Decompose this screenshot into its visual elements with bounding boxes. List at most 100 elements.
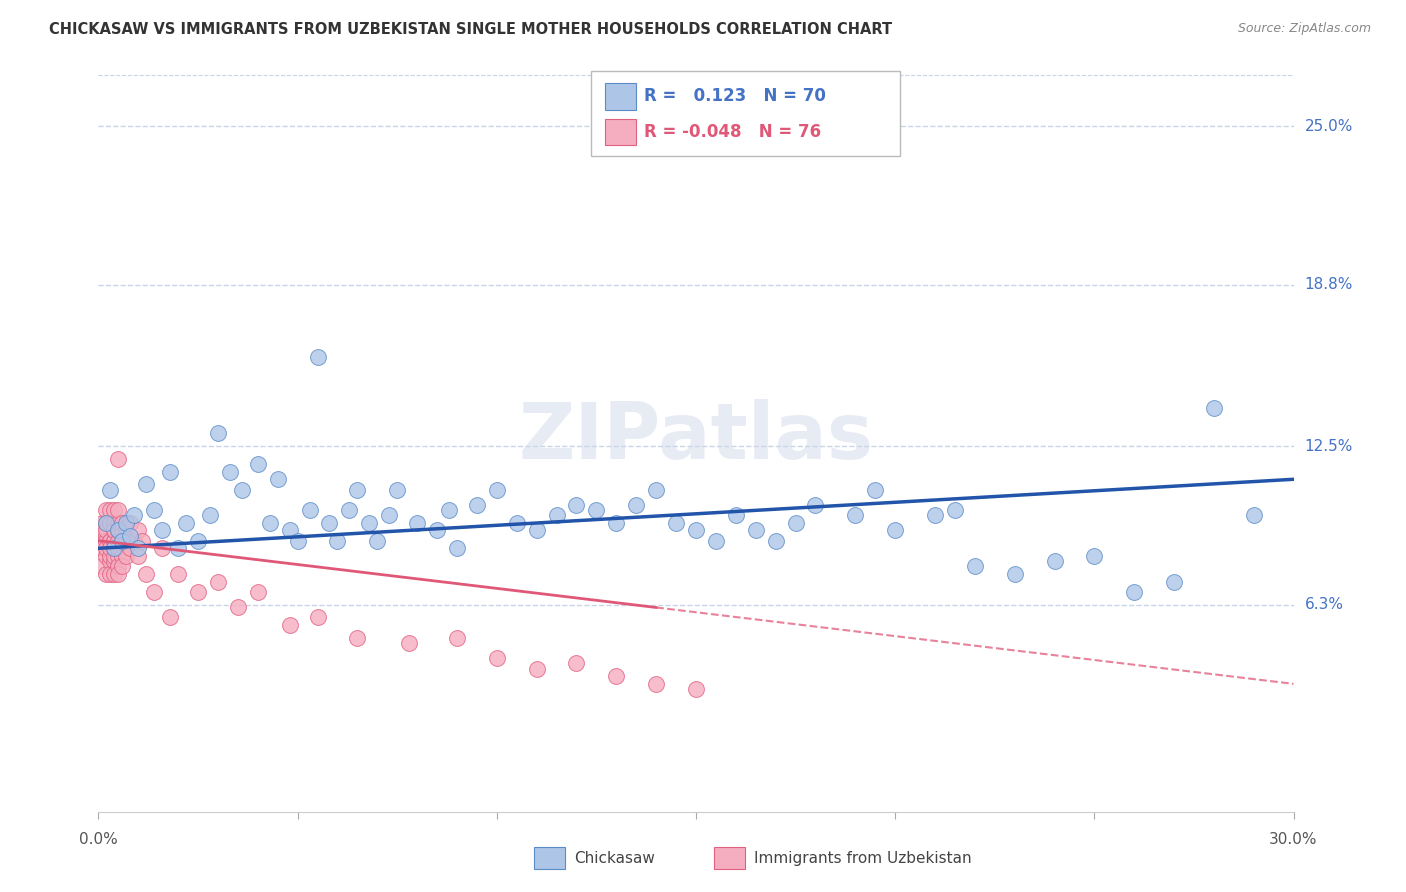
Point <box>91 533 114 548</box>
Point <box>103 566 125 581</box>
Point <box>231 483 253 497</box>
Point <box>98 554 122 568</box>
Point <box>96 528 118 542</box>
Point <box>207 426 229 441</box>
Point <box>278 524 301 538</box>
Point <box>187 584 209 599</box>
Point <box>645 483 668 497</box>
Point <box>103 533 125 548</box>
Point <box>96 533 118 548</box>
Point <box>246 584 269 599</box>
Point <box>135 566 157 581</box>
Point <box>426 524 449 538</box>
Point <box>143 584 166 599</box>
Point <box>103 516 125 530</box>
Point <box>406 516 429 530</box>
Point <box>626 498 648 512</box>
Point <box>167 541 190 556</box>
Point <box>745 524 768 538</box>
Point <box>91 524 114 538</box>
Point <box>98 516 122 530</box>
Point <box>506 516 529 530</box>
Point <box>107 524 129 538</box>
Point <box>115 549 138 563</box>
Point <box>339 503 361 517</box>
Point <box>107 541 129 556</box>
Point <box>98 483 122 497</box>
Point <box>385 483 409 497</box>
Point <box>267 472 290 486</box>
Point <box>546 508 568 522</box>
Point <box>804 498 827 512</box>
Point <box>107 451 129 466</box>
Point <box>865 483 887 497</box>
Point <box>91 559 114 574</box>
Point <box>298 503 321 517</box>
Point <box>526 661 548 675</box>
Point <box>91 516 114 530</box>
Point <box>704 533 727 548</box>
Point <box>103 533 125 548</box>
Point <box>1004 566 1026 581</box>
Point <box>91 541 114 556</box>
Point <box>765 533 787 548</box>
Text: 0.0%: 0.0% <box>79 832 118 847</box>
Point <box>437 503 460 517</box>
Point <box>96 503 118 517</box>
Point <box>307 610 329 624</box>
Point <box>159 610 181 624</box>
Point <box>96 541 118 556</box>
Point <box>526 524 548 538</box>
Point <box>259 516 281 530</box>
Point <box>565 657 588 671</box>
Text: CHICKASAW VS IMMIGRANTS FROM UZBEKISTAN SINGLE MOTHER HOUSEHOLDS CORRELATION CHA: CHICKASAW VS IMMIGRANTS FROM UZBEKISTAN … <box>49 22 893 37</box>
Point <box>278 618 301 632</box>
Point <box>1163 574 1185 589</box>
Point <box>111 516 134 530</box>
Point <box>96 524 118 538</box>
Point <box>127 541 149 556</box>
Point <box>103 524 125 538</box>
Point <box>103 524 125 538</box>
Point <box>1123 584 1146 599</box>
Point <box>107 503 129 517</box>
Point <box>107 559 129 574</box>
Text: 25.0%: 25.0% <box>1305 119 1353 134</box>
Point <box>359 516 381 530</box>
Point <box>124 508 146 522</box>
Point <box>98 541 122 556</box>
Point <box>1202 401 1225 415</box>
Point <box>378 508 401 522</box>
Point <box>585 503 607 517</box>
Point <box>98 516 122 530</box>
Point <box>963 559 986 574</box>
Point <box>111 559 134 574</box>
Point <box>107 566 129 581</box>
Point <box>103 541 125 556</box>
Point <box>103 516 125 530</box>
Point <box>446 631 468 645</box>
Point <box>187 533 209 548</box>
Point <box>111 524 134 538</box>
Point <box>159 465 181 479</box>
Point <box>1243 508 1265 522</box>
Point <box>96 549 118 563</box>
Point <box>111 533 134 548</box>
Point <box>115 524 138 538</box>
Text: R = -0.048   N = 76: R = -0.048 N = 76 <box>644 123 821 141</box>
Point <box>103 503 125 517</box>
Point <box>143 503 166 517</box>
Point <box>943 503 966 517</box>
Point <box>226 600 249 615</box>
Point <box>207 574 229 589</box>
Point <box>98 533 122 548</box>
Point <box>724 508 747 522</box>
Point <box>135 477 157 491</box>
Point <box>120 516 142 530</box>
Point <box>174 516 197 530</box>
Point <box>127 549 149 563</box>
Point <box>287 533 309 548</box>
Text: 18.8%: 18.8% <box>1305 277 1353 293</box>
Point <box>785 516 807 530</box>
Text: 30.0%: 30.0% <box>1270 832 1317 847</box>
